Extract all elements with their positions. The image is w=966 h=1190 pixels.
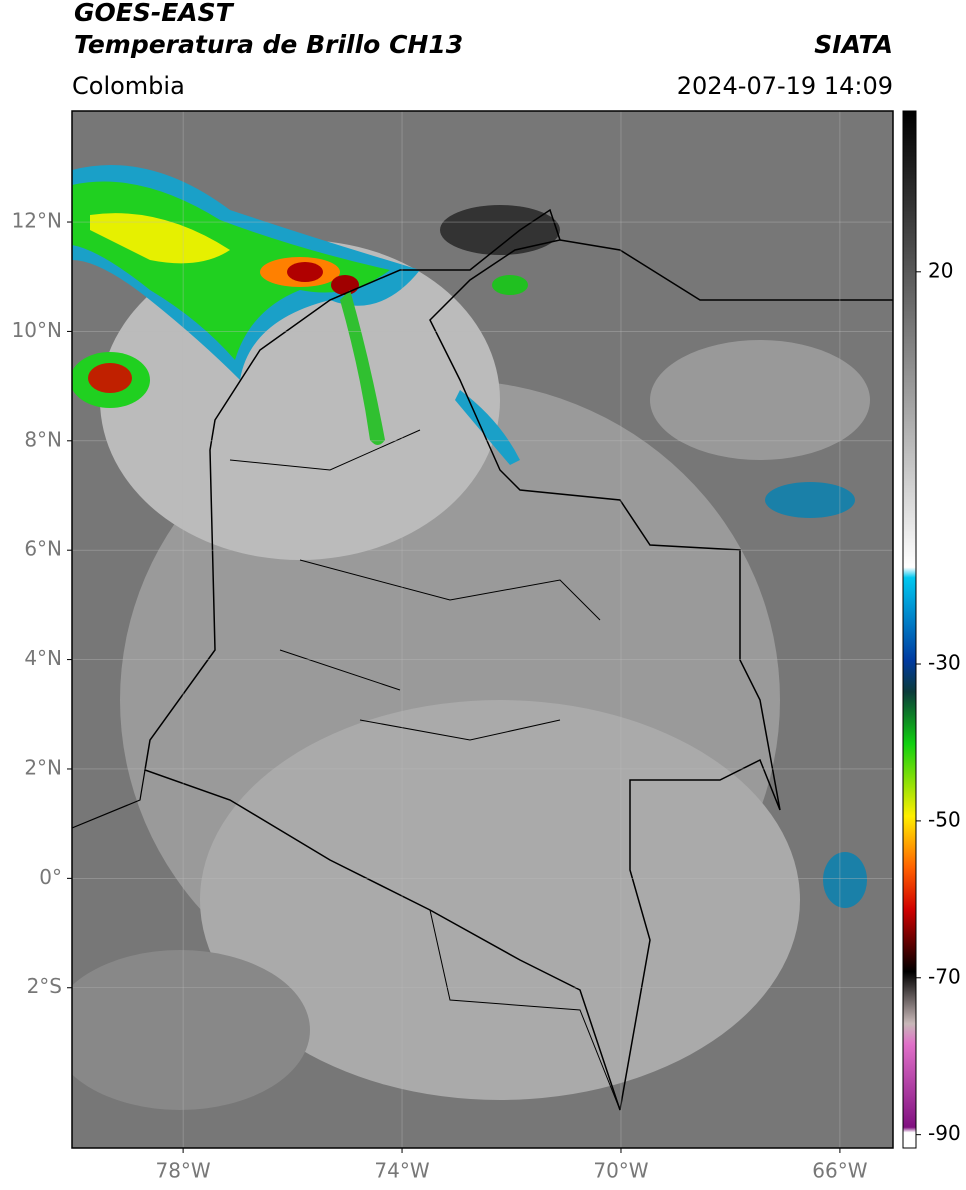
convection <box>340 290 385 445</box>
timestamp: 2024-07-19 14:09 <box>677 72 893 100</box>
convection <box>90 213 230 264</box>
source: SIATA <box>814 30 893 59</box>
y-tick-label: 0° <box>39 865 62 889</box>
convection <box>455 390 520 465</box>
cloud-field <box>200 700 800 1100</box>
cloud-field <box>650 340 870 460</box>
cloud-field <box>72 950 310 1110</box>
colorbar-label: -30 <box>928 651 961 675</box>
y-tick-label: 4°N <box>24 646 62 670</box>
graticule <box>72 111 893 1148</box>
y-tick-label: 8°N <box>24 427 62 451</box>
ecuador-border <box>72 769 146 829</box>
colorbar-label: 20 <box>928 258 953 282</box>
y-tick-label: 12°N <box>12 209 62 233</box>
colorbar-label: -50 <box>928 807 961 831</box>
coastline <box>559 239 893 301</box>
convection <box>823 852 867 908</box>
map-image <box>72 111 893 1148</box>
convection <box>287 262 323 282</box>
y-tick-label: 2°N <box>24 755 62 779</box>
colorbar-label: -90 <box>928 1121 961 1145</box>
convection <box>765 482 855 518</box>
title: GOES-EAST <box>74 0 235 27</box>
y-tick-label: 2°S <box>27 974 62 998</box>
x-tick-label: 74°W <box>374 1159 429 1183</box>
colorbar <box>902 110 917 1149</box>
convection <box>88 363 132 393</box>
convection <box>492 275 528 295</box>
map-frame <box>71 110 894 1149</box>
department-border <box>229 429 601 741</box>
colombia-border <box>144 208 781 1111</box>
peru-border <box>429 909 621 1111</box>
y-tick-label: 10°N <box>12 318 62 342</box>
region: Colombia <box>72 72 185 100</box>
x-tick-label: 70°W <box>593 1159 648 1183</box>
warm-area <box>440 205 560 255</box>
colorbar-label: -70 <box>928 964 961 988</box>
subtitle: Temperatura de Brillo CH13 <box>74 30 463 59</box>
y-tick-label: 6°N <box>24 537 62 561</box>
x-tick-label: 66°W <box>812 1159 867 1183</box>
x-tick-label: 78°W <box>155 1159 210 1183</box>
convection <box>331 275 359 295</box>
